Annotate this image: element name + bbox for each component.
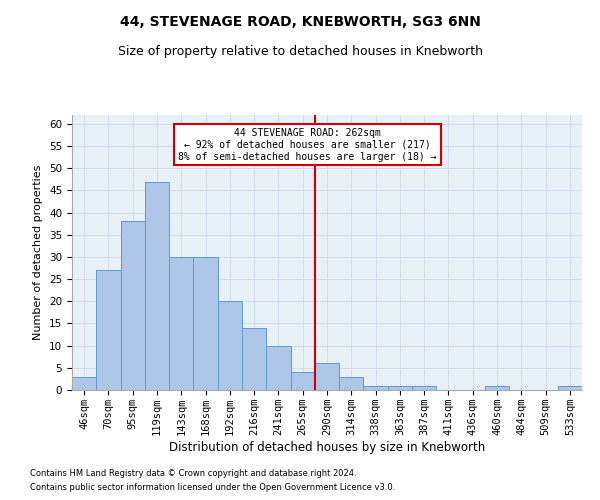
Bar xyxy=(339,376,364,390)
Y-axis label: Number of detached properties: Number of detached properties xyxy=(34,165,43,340)
Bar xyxy=(121,222,145,390)
Bar xyxy=(218,302,242,390)
Text: Contains public sector information licensed under the Open Government Licence v3: Contains public sector information licen… xyxy=(30,484,395,492)
Bar xyxy=(485,386,509,390)
Text: 44, STEVENAGE ROAD, KNEBWORTH, SG3 6NN: 44, STEVENAGE ROAD, KNEBWORTH, SG3 6NN xyxy=(119,15,481,29)
Bar xyxy=(145,182,169,390)
Bar xyxy=(364,386,388,390)
Bar xyxy=(315,364,339,390)
Bar xyxy=(290,372,315,390)
Bar xyxy=(558,386,582,390)
Bar xyxy=(412,386,436,390)
Text: Size of property relative to detached houses in Knebworth: Size of property relative to detached ho… xyxy=(118,45,482,58)
Bar xyxy=(193,257,218,390)
X-axis label: Distribution of detached houses by size in Knebworth: Distribution of detached houses by size … xyxy=(169,440,485,454)
Bar xyxy=(242,328,266,390)
Bar xyxy=(266,346,290,390)
Text: Contains HM Land Registry data © Crown copyright and database right 2024.: Contains HM Land Registry data © Crown c… xyxy=(30,468,356,477)
Text: 44 STEVENAGE ROAD: 262sqm
← 92% of detached houses are smaller (217)
8% of semi-: 44 STEVENAGE ROAD: 262sqm ← 92% of detac… xyxy=(178,128,437,162)
Bar xyxy=(72,376,96,390)
Bar xyxy=(169,257,193,390)
Bar xyxy=(388,386,412,390)
Bar xyxy=(96,270,121,390)
